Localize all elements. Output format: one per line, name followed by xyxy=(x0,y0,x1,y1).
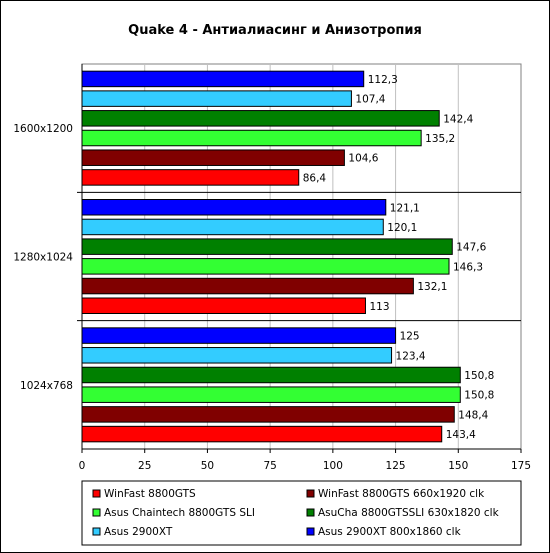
x-tick-label: 25 xyxy=(138,460,151,472)
x-tick-label: 0 xyxy=(79,460,86,472)
data-label: 104,6 xyxy=(348,153,378,165)
data-label: 86,4 xyxy=(303,172,327,184)
bar xyxy=(81,277,414,295)
data-label: 132,1 xyxy=(417,281,447,293)
x-tick-label: 150 xyxy=(448,460,468,472)
bar xyxy=(81,327,397,344)
data-label: 148,4 xyxy=(458,409,488,421)
data-label: 120,1 xyxy=(387,222,417,234)
data-label: 150,8 xyxy=(464,390,494,402)
legend-entry: Asus Chaintech 8800GTS SLI xyxy=(104,507,255,519)
legend-entry: WinFast 8800GTS 660x1920 clk xyxy=(318,488,485,500)
legend-swatch xyxy=(306,527,315,536)
data-label: 123,4 xyxy=(396,350,426,362)
bar xyxy=(81,90,352,107)
bar xyxy=(81,199,387,216)
data-label: 121,1 xyxy=(390,202,420,214)
bar xyxy=(81,110,440,127)
bar xyxy=(81,149,345,166)
legend-entry: Asus 2900XT xyxy=(104,526,173,538)
bar xyxy=(81,129,422,147)
data-label: 135,2 xyxy=(425,133,455,145)
bar xyxy=(81,238,453,255)
chart-title: Quake 4 - Антиалиасинг и Анизотропия xyxy=(128,23,422,38)
plot-area xyxy=(81,63,522,450)
legend-entry: AsuCha 8800GTSSLI 630x1820 clk xyxy=(318,507,500,519)
data-label: 146,3 xyxy=(453,261,483,273)
data-label: 147,6 xyxy=(456,242,486,254)
x-tick-label: 175 xyxy=(511,460,531,472)
grid-lines xyxy=(144,64,459,449)
x-tick-label: 125 xyxy=(386,460,406,472)
bar xyxy=(81,406,455,423)
x-tick-label: 100 xyxy=(323,460,343,472)
legend: WinFast 8800GTS WinFast 8800GTS 660x1920 … xyxy=(81,480,522,546)
bar xyxy=(81,218,384,236)
legend-swatch xyxy=(92,527,101,536)
data-label: 143,4 xyxy=(446,429,476,441)
data-label: 107,4 xyxy=(355,94,385,106)
bar xyxy=(81,425,443,443)
y-category-label: 1024x768 xyxy=(20,380,73,392)
bar xyxy=(81,386,461,403)
data-label: 112,3 xyxy=(368,74,398,86)
bars-group: 112,3 107,4 142,4 135,2 104,6 86,4 121,1 120,1 1… xyxy=(81,70,494,443)
legend-swatch xyxy=(92,508,101,517)
bar xyxy=(81,258,450,275)
data-label: 125 xyxy=(400,331,420,343)
legend-box xyxy=(81,480,522,546)
legend-swatch xyxy=(306,489,315,498)
bar xyxy=(81,347,393,364)
bar xyxy=(81,366,461,384)
data-label: 142,4 xyxy=(443,113,473,125)
bar xyxy=(81,297,366,314)
y-category-label: 1600x1200 xyxy=(13,123,73,135)
legend-swatch xyxy=(92,489,101,498)
legend-entry: WinFast 8800GTS xyxy=(104,488,196,500)
x-tick-label: 75 xyxy=(263,460,276,472)
y-category-label: 1280x1024 xyxy=(13,252,73,264)
legend-swatch xyxy=(306,508,315,517)
data-label: 113 xyxy=(369,301,389,313)
bar xyxy=(81,70,365,88)
bar xyxy=(81,169,300,186)
data-label: 150,8 xyxy=(464,370,494,382)
axes: 0 25 50 75 100 125 150 175 1600x1200 1280x1024 102… xyxy=(13,64,531,472)
legend-entry: Asus 2900XT 800x1860 clk xyxy=(318,526,462,538)
x-tick-label: 50 xyxy=(201,460,214,472)
